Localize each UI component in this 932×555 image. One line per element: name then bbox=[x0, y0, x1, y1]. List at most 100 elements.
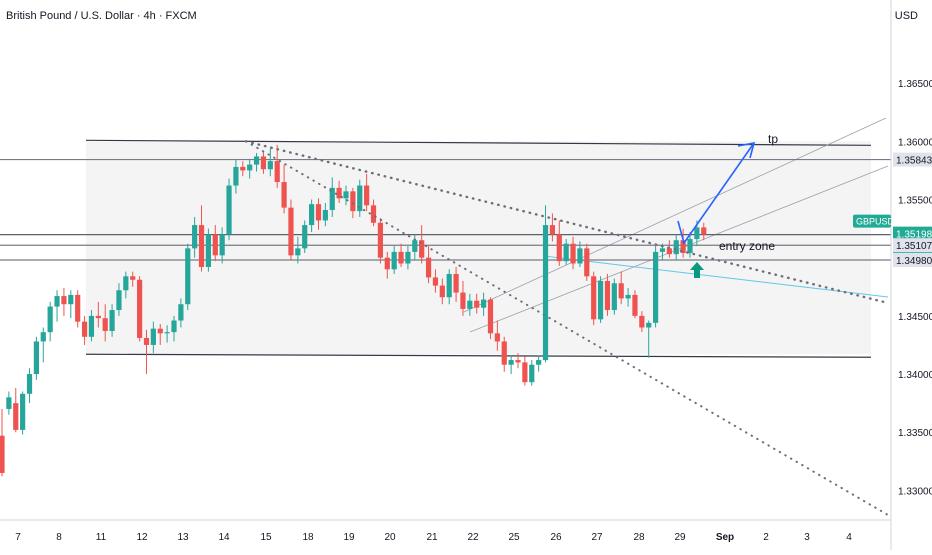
candle-up bbox=[123, 276, 129, 291]
time-tick-label: 12 bbox=[136, 532, 148, 543]
candle-down bbox=[281, 182, 287, 208]
candle-down bbox=[501, 341, 507, 365]
time-tick-label: 20 bbox=[384, 532, 396, 543]
time-tick-label: 26 bbox=[550, 532, 562, 543]
candle-up bbox=[597, 280, 604, 320]
candle-up bbox=[563, 243, 569, 262]
candle-down bbox=[701, 227, 707, 235]
candle-down bbox=[212, 234, 218, 256]
candle-up bbox=[329, 187, 335, 210]
candle-up bbox=[508, 360, 514, 365]
currency-label[interactable]: USD bbox=[894, 10, 918, 22]
candle-up bbox=[577, 248, 583, 264]
price-level-box bbox=[893, 253, 932, 267]
candle-up bbox=[253, 156, 260, 165]
candle-down bbox=[425, 257, 432, 278]
time-tick-label: 2 bbox=[763, 532, 769, 543]
candle-down bbox=[570, 243, 576, 264]
candle-up bbox=[267, 161, 273, 170]
range-top-line bbox=[85, 139, 872, 146]
time-tick-label: 13 bbox=[177, 532, 189, 543]
projection-path bbox=[677, 142, 755, 245]
time-axis[interactable]: 7 8 11 12 13 14 15 18 19 20 21 22 25 26 27 28 29 Sep 2 3 4 bbox=[15, 532, 852, 543]
candle-up bbox=[653, 251, 659, 323]
price-axis[interactable]: 1.365001.360001.355001.350001.345001.340… bbox=[898, 79, 932, 497]
candle-up bbox=[88, 315, 95, 337]
candle-up bbox=[322, 209, 328, 221]
candle-up bbox=[54, 296, 60, 307]
candle-down bbox=[487, 299, 494, 334]
time-tick-label: 19 bbox=[343, 532, 355, 543]
overlay-layer: tp entry zone bbox=[244, 132, 890, 516]
time-tick-label: 28 bbox=[633, 532, 645, 543]
candle-down bbox=[639, 315, 645, 328]
candle-down bbox=[515, 360, 521, 363]
price-tick-label: 1.35500 bbox=[898, 195, 932, 206]
entry-zone-label: entry zone bbox=[719, 239, 775, 253]
projection-arrowhead bbox=[737, 141, 756, 159]
candle-down bbox=[274, 161, 280, 183]
candle-down bbox=[556, 234, 562, 262]
time-tick-label: Sep bbox=[716, 532, 734, 543]
time-tick-label: 18 bbox=[302, 532, 314, 543]
candle-down bbox=[0, 435, 5, 473]
price-level-label: 1.34980 bbox=[896, 256, 932, 267]
current-price-label: 1.35198 bbox=[896, 230, 932, 241]
candles-layer bbox=[0, 144, 707, 477]
current-price-box bbox=[893, 226, 932, 241]
candle-down bbox=[130, 276, 136, 280]
candle-up bbox=[226, 185, 232, 235]
price-tick-label: 1.34500 bbox=[898, 312, 932, 323]
time-tick-label: 14 bbox=[218, 532, 230, 543]
candle-down bbox=[240, 166, 246, 171]
support-trendline bbox=[543, 255, 889, 298]
candle-up bbox=[33, 341, 39, 375]
candle-up bbox=[40, 332, 46, 342]
candle-down bbox=[198, 225, 205, 267]
price-level-box bbox=[893, 152, 932, 167]
candle-up bbox=[467, 300, 473, 309]
candle-down bbox=[336, 187, 342, 199]
candle-up bbox=[405, 251, 411, 264]
candle-up bbox=[529, 364, 535, 383]
candle-down bbox=[584, 248, 590, 277]
candle-down bbox=[137, 279, 143, 338]
candle-up bbox=[109, 310, 115, 331]
candle-down bbox=[288, 207, 294, 256]
candle-up bbox=[219, 234, 225, 256]
price-tick-label: 1.33000 bbox=[898, 486, 932, 497]
range-bottom-line bbox=[85, 353, 872, 358]
candle-up bbox=[171, 320, 177, 333]
candle-down bbox=[384, 257, 390, 270]
candle-up bbox=[247, 164, 253, 171]
candle-up bbox=[391, 251, 397, 270]
candle-down bbox=[549, 225, 555, 235]
candle-up bbox=[343, 191, 349, 199]
channel-line-upper bbox=[463, 117, 887, 313]
time-tick-label: 7 bbox=[15, 532, 21, 543]
candle-up bbox=[47, 306, 53, 333]
candle-down bbox=[494, 333, 500, 342]
candle-down bbox=[680, 240, 686, 254]
candle-up bbox=[542, 225, 549, 361]
candle-up bbox=[309, 204, 315, 226]
candle-up bbox=[205, 234, 211, 267]
candle-down bbox=[439, 285, 445, 298]
candle-up bbox=[185, 248, 191, 305]
candle-up bbox=[20, 393, 26, 430]
candle-up bbox=[481, 299, 487, 308]
candle-down bbox=[453, 273, 459, 293]
candle-down bbox=[364, 185, 370, 206]
price-tick-label: 1.36500 bbox=[898, 79, 932, 90]
candle-down bbox=[260, 156, 267, 170]
candle-up bbox=[295, 248, 301, 256]
price-level-label: 1.35843 bbox=[896, 156, 932, 167]
candle-down bbox=[75, 294, 81, 322]
candle-up bbox=[687, 239, 693, 254]
candle-up bbox=[178, 304, 184, 321]
time-tick-label: 22 bbox=[467, 532, 479, 543]
time-tick-label: 29 bbox=[674, 532, 686, 543]
candle-up bbox=[233, 166, 239, 186]
